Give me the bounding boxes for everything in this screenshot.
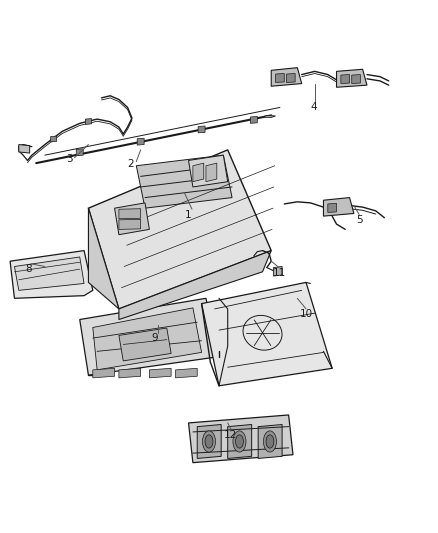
Polygon shape xyxy=(76,149,83,156)
Text: 1: 1 xyxy=(185,209,192,220)
Polygon shape xyxy=(50,136,57,142)
Text: 5: 5 xyxy=(356,215,363,225)
Ellipse shape xyxy=(236,435,244,448)
Text: 12: 12 xyxy=(224,430,237,440)
Ellipse shape xyxy=(266,435,274,448)
Polygon shape xyxy=(193,163,204,182)
Polygon shape xyxy=(197,424,221,458)
Polygon shape xyxy=(119,328,171,361)
Polygon shape xyxy=(286,74,295,83)
Polygon shape xyxy=(188,155,228,187)
Polygon shape xyxy=(93,308,201,370)
Polygon shape xyxy=(228,424,252,458)
Polygon shape xyxy=(115,203,149,235)
Polygon shape xyxy=(14,257,84,290)
Polygon shape xyxy=(119,368,141,378)
Polygon shape xyxy=(352,75,360,84)
Polygon shape xyxy=(271,68,302,86)
Polygon shape xyxy=(176,368,197,378)
Polygon shape xyxy=(328,204,336,213)
Text: 2: 2 xyxy=(127,159,134,169)
Ellipse shape xyxy=(233,431,246,452)
Polygon shape xyxy=(262,115,276,117)
Polygon shape xyxy=(85,118,92,124)
Polygon shape xyxy=(323,198,354,216)
Polygon shape xyxy=(188,415,293,463)
Polygon shape xyxy=(19,144,30,153)
Polygon shape xyxy=(251,116,257,123)
Polygon shape xyxy=(201,282,332,386)
Ellipse shape xyxy=(205,435,213,448)
Polygon shape xyxy=(273,266,282,276)
Polygon shape xyxy=(276,74,284,83)
Polygon shape xyxy=(119,251,271,319)
Text: 11: 11 xyxy=(272,268,286,278)
Ellipse shape xyxy=(263,431,276,452)
Polygon shape xyxy=(198,126,205,133)
Polygon shape xyxy=(258,424,282,458)
Ellipse shape xyxy=(202,431,215,452)
Polygon shape xyxy=(341,75,350,84)
Polygon shape xyxy=(93,368,115,378)
Polygon shape xyxy=(136,155,232,208)
Polygon shape xyxy=(206,163,217,182)
Polygon shape xyxy=(80,298,219,375)
Text: 8: 8 xyxy=(25,264,32,273)
Polygon shape xyxy=(10,251,93,298)
Polygon shape xyxy=(88,208,119,309)
Polygon shape xyxy=(88,150,271,309)
Polygon shape xyxy=(149,368,171,378)
Text: 9: 9 xyxy=(151,333,158,343)
Text: 3: 3 xyxy=(67,154,73,164)
Text: 4: 4 xyxy=(311,102,317,112)
Polygon shape xyxy=(336,69,367,87)
Polygon shape xyxy=(137,138,144,145)
Polygon shape xyxy=(119,209,141,219)
Polygon shape xyxy=(119,219,141,229)
Text: 10: 10 xyxy=(300,309,313,319)
